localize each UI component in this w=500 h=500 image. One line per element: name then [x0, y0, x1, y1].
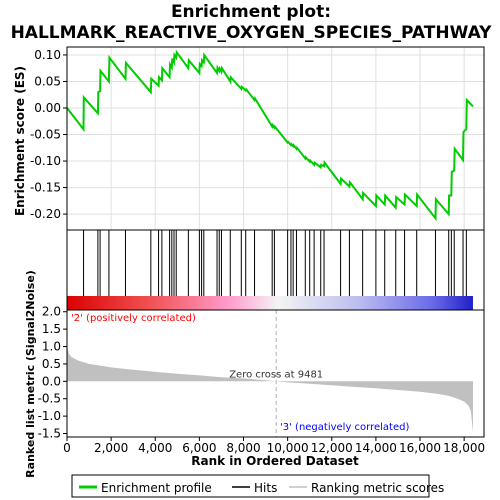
chart-title-line2: HALLMARK_REACTIVE_OXYGEN_SPECIES_PATHWAY — [11, 23, 493, 43]
positive-correlation-label: '2' (positively correlated) — [71, 313, 196, 324]
metric-ytick-label: -1.5 — [38, 427, 61, 441]
metric-ytick-label: -1.0 — [38, 409, 61, 423]
metric-panel-frame — [66, 309, 485, 438]
es-grid — [66, 47, 484, 230]
xtick-label: 14,000 — [355, 441, 397, 455]
hits-panel — [66, 229, 485, 311]
xtick-label: 2,000 — [94, 441, 128, 455]
heat-bar — [67, 296, 473, 310]
metric-area — [67, 345, 473, 432]
x-axis: 0 2,000 4,000 6,000 8,000 10,000 12,000 14,000 1… — [63, 437, 485, 455]
es-ytick-label: -0.05 — [30, 128, 61, 142]
metric-ytick-label: 1.5 — [42, 322, 61, 336]
es-panel-frame — [66, 46, 485, 231]
metric-ytick-label: 1.0 — [42, 340, 61, 354]
chart-title-line1: Enrichment plot: — [171, 2, 331, 22]
xtick-label: 6,000 — [182, 441, 216, 455]
xtick-label: 4,000 — [138, 441, 172, 455]
x-axis-label: Rank in Ordered Dataset — [191, 454, 359, 468]
metric-y-axis: 2.0 1.5 1.0 0.5 0.0 -0.5 -1.0 -1.5 — [38, 305, 67, 441]
es-panel: 0.10 0.05 0.00 -0.05 -0.10 -0.15 -0.20 — [30, 46, 485, 231]
es-ytick-label: 0.10 — [34, 48, 61, 62]
es-curve — [66, 49, 474, 222]
legend-box — [71, 474, 430, 498]
xtick-label: 8,000 — [226, 441, 260, 455]
es-ytick-label: 0.00 — [34, 101, 61, 115]
xtick-label: 0 — [63, 441, 71, 455]
es-y-axis: 0.10 0.05 0.00 -0.05 -0.10 -0.15 -0.20 — [30, 48, 67, 221]
hit-lines — [83, 230, 467, 296]
metric-ytick-label: 0.5 — [42, 357, 61, 371]
xtick-label: 18,000 — [443, 441, 485, 455]
metric-panel: Zero cross at 9481 '2' (positively corre… — [38, 305, 485, 441]
es-ytick-label: -0.10 — [30, 154, 61, 168]
legend-item-enrichment: Enrichment profile — [101, 481, 212, 495]
metric-y-axis-label: Ranked list metric (Signal2Noise) — [24, 270, 37, 478]
xtick-label: 16,000 — [399, 441, 441, 455]
heat-bar-gradient — [67, 296, 473, 310]
metric-ytick-label: 2.0 — [42, 305, 61, 319]
legend-item-hits: Hits — [254, 481, 277, 495]
xtick-label: 12,000 — [311, 441, 353, 455]
xtick-label: 10,000 — [267, 441, 309, 455]
es-ytick-label: -0.15 — [30, 181, 61, 195]
negative-correlation-label: '3' (negatively correlated) — [280, 422, 409, 433]
legend: Enrichment profile Hits Ranking metric s… — [71, 474, 444, 498]
metric-ytick-label: -0.5 — [38, 392, 61, 406]
zero-cross-label: Zero cross at 9481 — [229, 369, 323, 380]
es-y-axis-label: Enrichment score (ES) — [13, 66, 27, 216]
es-ytick-label: 0.05 — [34, 74, 61, 88]
metric-ytick-label: 0.0 — [42, 374, 61, 388]
legend-item-metric: Ranking metric scores — [311, 481, 444, 495]
es-ytick-label: -0.20 — [30, 207, 61, 221]
